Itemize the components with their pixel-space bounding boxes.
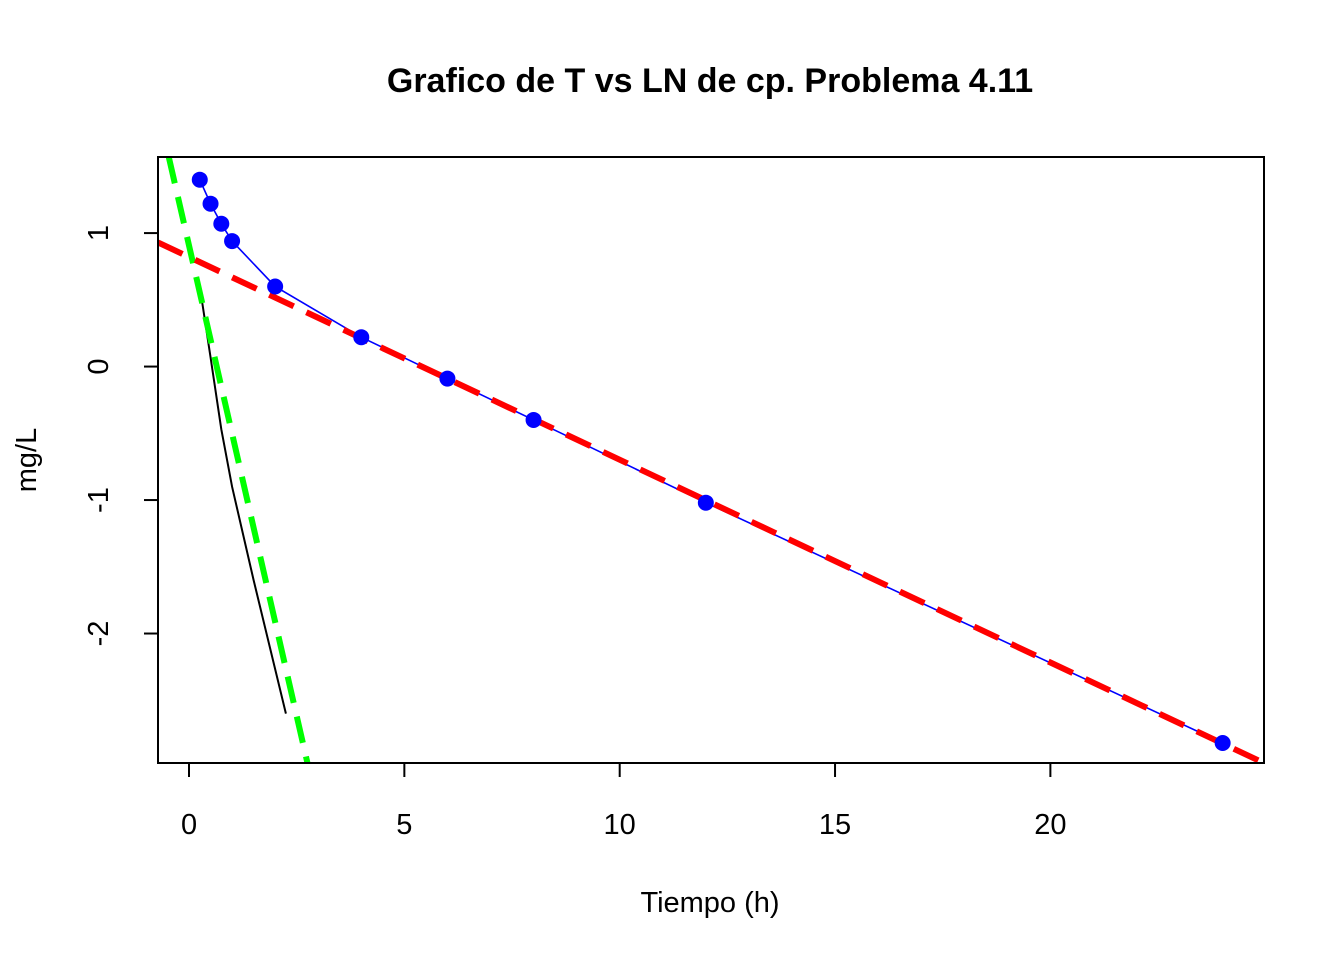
data-point — [224, 233, 241, 250]
x-tick-label: 10 — [604, 809, 636, 841]
x-axis-label: Tiempo (h) — [640, 887, 779, 919]
x-tick-label: 0 — [181, 809, 197, 841]
data-point — [697, 494, 714, 511]
data-point — [191, 171, 208, 188]
y-tick-label: 0 — [83, 358, 115, 374]
data-point — [202, 195, 219, 212]
x-tick-label: 5 — [396, 809, 412, 841]
x-tick-label: 15 — [819, 809, 851, 841]
plot-area — [158, 157, 1264, 763]
y-axis: -2 -1 0 1 — [83, 225, 159, 647]
data-point — [267, 278, 284, 295]
data-point — [213, 215, 230, 232]
x-axis: 0 5 10 15 20 — [181, 762, 1067, 841]
x-tick-label: 20 — [1034, 809, 1066, 841]
data-point — [1214, 734, 1231, 751]
data-point — [353, 329, 370, 346]
data-point — [525, 411, 542, 428]
y-tick-label: 1 — [83, 225, 115, 241]
chart-title: Grafico de T vs LN de cp. Problema 4.11 — [387, 62, 1033, 100]
observed-line — [199, 179, 1223, 744]
data-point — [439, 370, 456, 387]
residual-line — [198, 286, 287, 714]
y-tick-label: -1 — [83, 487, 115, 513]
y-tick-label: -2 — [83, 621, 115, 647]
green-fit-line — [165, 157, 311, 763]
plot-frame — [157, 156, 1265, 764]
y-axis-label: mg/L — [11, 428, 43, 492]
